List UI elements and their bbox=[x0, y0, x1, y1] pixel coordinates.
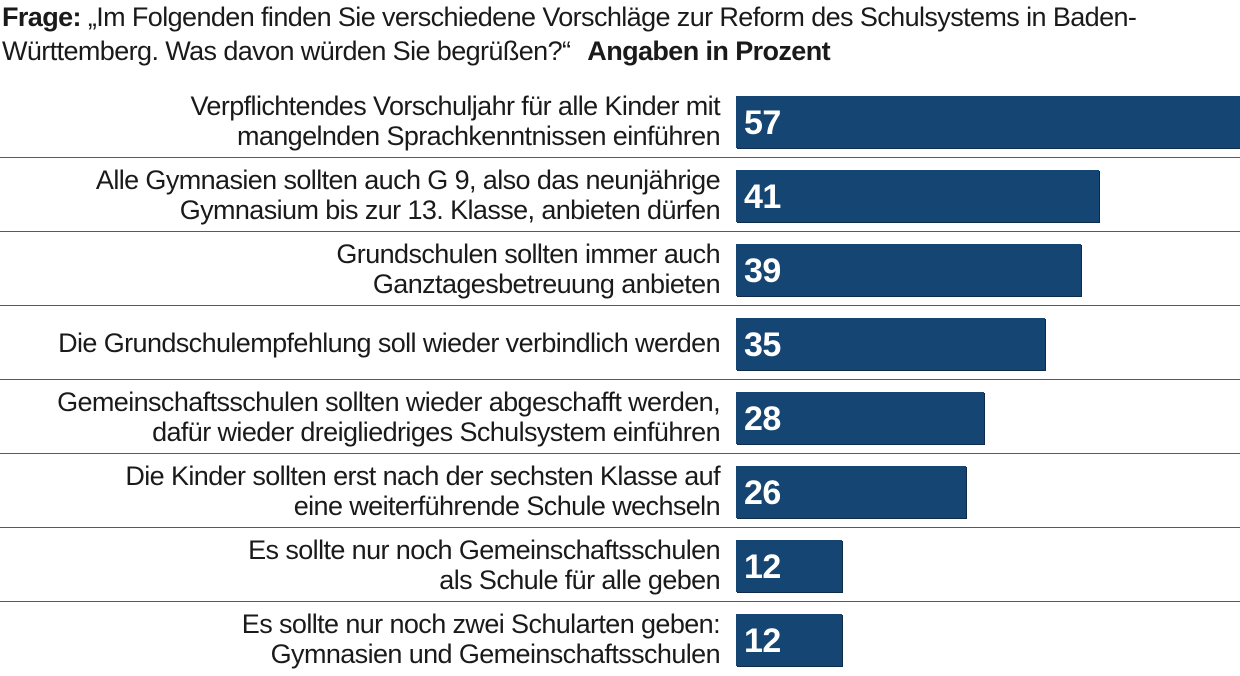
data-bar bbox=[736, 466, 966, 518]
data-label: 12 bbox=[744, 622, 781, 660]
chart-row: Es sollte nur noch Gemeinschaftsschulen … bbox=[0, 528, 1240, 602]
bar-chart: Verpflichtendes Vorschuljahr für alle Ki… bbox=[0, 84, 1240, 673]
unit-label: Angaben in Prozent bbox=[587, 36, 831, 66]
data-label: 12 bbox=[744, 548, 781, 586]
data-bar bbox=[736, 318, 1045, 370]
chart-row: Die Grundschulempfehlung soll wieder ver… bbox=[0, 306, 1240, 380]
data-label: 35 bbox=[744, 326, 781, 364]
category-label: Alle Gymnasien sollten auch G 9, also da… bbox=[95, 165, 721, 225]
data-bar bbox=[736, 244, 1081, 296]
chart-row: Grundschulen sollten immer auch Ganztage… bbox=[0, 232, 1240, 306]
data-label: 39 bbox=[744, 252, 781, 290]
category-label: Es sollte nur noch zwei Schularten geben… bbox=[241, 609, 721, 669]
data-bar bbox=[736, 170, 1099, 222]
data-label: 26 bbox=[744, 474, 781, 512]
question-label: Frage: bbox=[2, 2, 82, 32]
category-label: Gemeinschaftsschulen sollten wieder abge… bbox=[57, 387, 721, 447]
chart-row: Verpflichtendes Vorschuljahr für alle Ki… bbox=[0, 84, 1240, 158]
category-label: Grundschulen sollten immer auch Ganztage… bbox=[336, 239, 720, 299]
data-label: 28 bbox=[744, 400, 781, 438]
data-bar bbox=[736, 96, 1240, 148]
category-label: Die Grundschulempfehlung soll wieder ver… bbox=[58, 328, 720, 358]
question-text: „Im Folgenden finden Sie verschiedene Vo… bbox=[2, 2, 1137, 66]
chart-header: Frage: „Im Folgenden finden Sie verschie… bbox=[2, 0, 1238, 68]
data-bar bbox=[736, 614, 842, 666]
chart-row: Es sollte nur noch zwei Schularten geben… bbox=[0, 602, 1240, 676]
data-bar bbox=[736, 540, 842, 592]
category-label: Es sollte nur noch Gemeinschaftsschulen … bbox=[248, 535, 720, 595]
data-label: 41 bbox=[744, 178, 781, 216]
data-bar bbox=[736, 392, 984, 444]
chart-row: Alle Gymnasien sollten auch G 9, also da… bbox=[0, 158, 1240, 232]
data-label: 57 bbox=[744, 104, 781, 142]
chart-row: Die Kinder sollten erst nach der sechste… bbox=[0, 454, 1240, 528]
chart-row: Gemeinschaftsschulen sollten wieder abge… bbox=[0, 380, 1240, 454]
category-label: Verpflichtendes Vorschuljahr für alle Ki… bbox=[190, 91, 721, 151]
category-label: Die Kinder sollten erst nach der sechste… bbox=[125, 461, 720, 521]
